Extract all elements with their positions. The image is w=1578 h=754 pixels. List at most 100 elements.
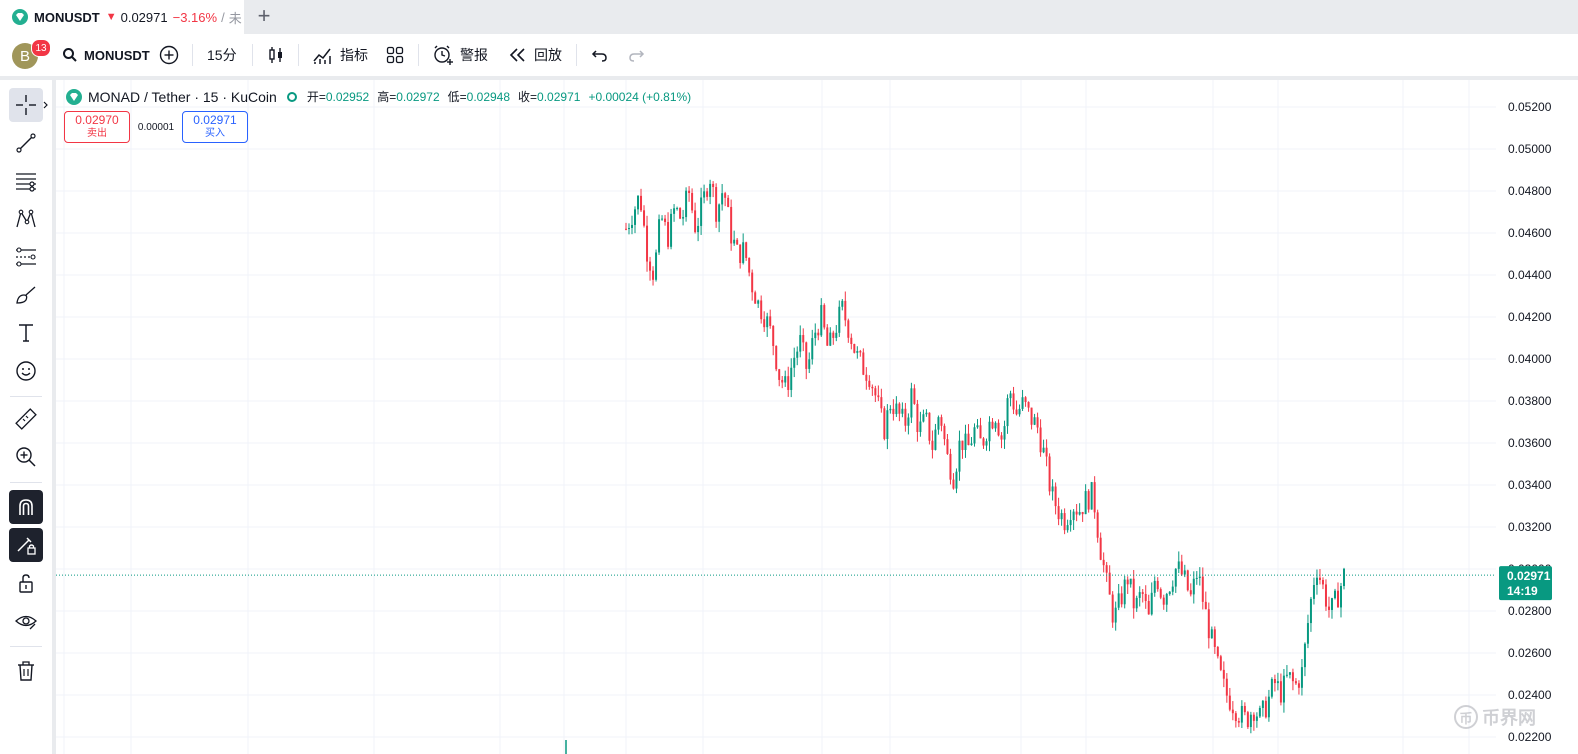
- crosshair-tool[interactable]: [9, 88, 43, 122]
- open-label: 开=: [306, 90, 326, 104]
- candle-body: [1222, 669, 1225, 679]
- candle-body: [1117, 593, 1120, 608]
- series-title[interactable]: MONAD / Tether · 15 · KuCoin: [88, 88, 277, 105]
- notification-badge: 13: [31, 39, 51, 57]
- candle-body: [904, 408, 907, 426]
- y-tick-label: 0.03800: [1508, 394, 1552, 408]
- alerts-button[interactable]: 警报: [432, 34, 488, 76]
- chart-type-button[interactable]: [266, 34, 286, 76]
- expand-arrow-icon[interactable]: [43, 100, 49, 110]
- candle-body: [745, 242, 748, 258]
- new-tab-plus-icon[interactable]: +: [257, 3, 271, 28]
- candle-body: [1237, 721, 1240, 723]
- zoom-tool[interactable]: [9, 440, 43, 474]
- sell-button[interactable]: 0.02970 卖出: [64, 111, 130, 143]
- candle-body: [661, 218, 664, 220]
- remove-drawings-tool[interactable]: [9, 654, 43, 688]
- brush-tool[interactable]: [9, 278, 43, 312]
- candle-body: [1330, 598, 1333, 610]
- toolbar-divider: [252, 44, 253, 66]
- candle-body: [1225, 678, 1228, 696]
- measure-tool[interactable]: [9, 402, 43, 436]
- fib-tool[interactable]: [9, 164, 43, 198]
- candle-body: [1051, 486, 1054, 492]
- lock-drawing-tool[interactable]: [9, 528, 43, 562]
- candle-body: [997, 422, 1000, 436]
- pattern-tool[interactable]: [9, 202, 43, 236]
- candle-body: [970, 443, 973, 446]
- candle-body: [838, 306, 841, 333]
- candle-body: [1183, 570, 1186, 575]
- candle-body: [964, 433, 967, 450]
- candle-body: [757, 300, 760, 304]
- templates-button[interactable]: [386, 34, 404, 76]
- symbol-search-button[interactable]: MONUSDT: [62, 34, 150, 76]
- candle-body: [1018, 408, 1021, 415]
- candle-body: [907, 417, 910, 426]
- candle-body: [1162, 597, 1165, 605]
- candle-body: [1336, 590, 1339, 608]
- redo-button[interactable]: [626, 34, 646, 76]
- candle-body: [1249, 714, 1252, 728]
- price-chart[interactable]: 0.05200 0.05000 0.04800 0.04600 0.04400 0.042…: [56, 80, 1578, 754]
- candle-body: [805, 342, 808, 369]
- candle-body: [958, 440, 961, 472]
- candle-body: [1132, 578, 1135, 609]
- candle-body: [928, 412, 931, 441]
- indicators-button[interactable]: 指标: [312, 34, 368, 76]
- candle-body: [1177, 561, 1180, 569]
- candle-body: [892, 408, 895, 415]
- candle-body: [1108, 572, 1111, 595]
- emoji-tool[interactable]: [9, 354, 43, 388]
- candle-body: [1267, 696, 1270, 718]
- candle-body: [931, 440, 934, 450]
- candle-body: [1048, 456, 1051, 492]
- candle-body: [748, 257, 751, 273]
- undo-button[interactable]: [590, 34, 610, 76]
- candle-body: [1081, 512, 1084, 515]
- candle-body: [1300, 667, 1303, 688]
- candle-body: [1114, 607, 1117, 623]
- candle-body: [1120, 593, 1123, 605]
- compare-symbol-button[interactable]: [158, 34, 180, 76]
- candle-body: [874, 388, 877, 396]
- candle-body: [1333, 590, 1336, 599]
- magnet-tool[interactable]: [9, 490, 43, 524]
- toolbar-divider: [192, 44, 193, 66]
- tab-separator: /: [221, 9, 225, 25]
- y-tick-label: 0.05000: [1508, 142, 1552, 156]
- candle-body: [772, 325, 775, 346]
- spread-value: 0.00001: [137, 121, 175, 133]
- candle-body: [1021, 397, 1024, 409]
- candle-body: [1216, 646, 1219, 657]
- text-tool[interactable]: [9, 316, 43, 350]
- candle-body: [802, 335, 805, 343]
- top-toolbar: B 13 MONUSDT 15分 指标 警报 回放: [0, 34, 1578, 80]
- candle-body: [880, 397, 883, 409]
- candle-body: [1273, 679, 1276, 684]
- symbol-tab[interactable]: MONUSDT ▼ 0.02971 −3.16% / 未: [0, 0, 244, 34]
- eye-icon: [15, 615, 37, 630]
- chart-pane[interactable]: 0.05200 0.05000 0.04800 0.04600 0.04400 0.042…: [56, 80, 1578, 754]
- buy-button[interactable]: 0.02971 买入: [182, 111, 248, 143]
- candle-body: [922, 414, 925, 422]
- candle-body: [1219, 656, 1222, 670]
- grid-icon: [386, 46, 404, 64]
- interval-button[interactable]: 15分: [207, 47, 237, 63]
- market-status-icon[interactable]: [286, 91, 297, 102]
- add-circle-icon: [159, 45, 179, 65]
- current-price-value: 0.02971: [1507, 569, 1551, 583]
- candle-body: [718, 204, 721, 222]
- hide-drawings-tool[interactable]: [9, 604, 43, 638]
- trend-line-tool[interactable]: [9, 126, 43, 160]
- candle-body: [820, 305, 823, 336]
- candle-body: [1054, 486, 1057, 507]
- replay-button[interactable]: 回放: [508, 34, 562, 76]
- candle-body: [1075, 511, 1078, 515]
- candle-body: [1309, 598, 1312, 624]
- candle-body: [679, 208, 682, 219]
- lock-all-tool[interactable]: [9, 566, 43, 600]
- projection-tool[interactable]: [9, 240, 43, 274]
- tab-extra: 未: [228, 10, 242, 26]
- candle-body: [709, 183, 712, 197]
